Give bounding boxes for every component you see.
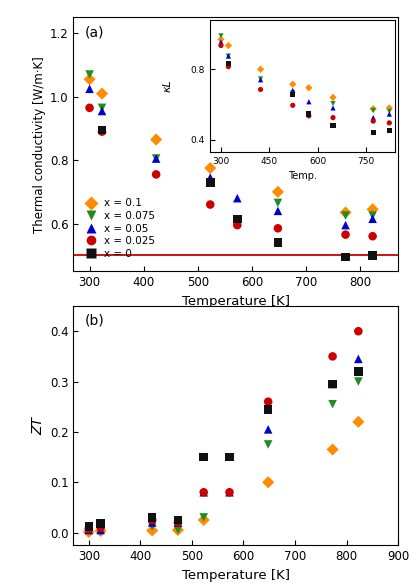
Point: [274, 198, 281, 208]
Point: [342, 211, 349, 220]
Point: [355, 326, 362, 336]
Point: [226, 487, 233, 497]
Point: [329, 380, 336, 389]
Point: [265, 397, 272, 406]
Point: [265, 405, 272, 414]
Point: [234, 220, 241, 230]
Point: [98, 127, 105, 136]
Legend: x = 0.1, x = 0.075, x = 0.05, x = 0.025, x = 0: x = 0.1, x = 0.075, x = 0.05, x = 0.025,…: [78, 196, 157, 261]
Text: (a): (a): [85, 25, 104, 39]
Point: [153, 135, 160, 144]
Point: [207, 178, 214, 187]
Point: [355, 417, 362, 427]
Point: [149, 522, 155, 531]
Y-axis label: Thermal conductivity [W/m·K]: Thermal conductivity [W/m·K]: [33, 56, 46, 233]
Point: [86, 75, 93, 84]
Point: [329, 399, 336, 409]
Point: [85, 524, 92, 533]
Point: [274, 206, 281, 216]
Point: [329, 380, 336, 389]
Point: [342, 252, 349, 262]
Point: [342, 208, 349, 217]
Point: [355, 377, 362, 386]
Point: [86, 70, 93, 79]
Point: [85, 522, 92, 531]
Point: [207, 173, 214, 182]
Point: [98, 103, 105, 113]
Point: [86, 103, 93, 113]
Point: [97, 519, 104, 528]
Point: [329, 352, 336, 361]
Point: [97, 526, 104, 536]
Point: [149, 513, 155, 522]
Point: [355, 354, 362, 364]
Point: [149, 526, 155, 535]
X-axis label: Temperature [K]: Temperature [K]: [182, 568, 290, 581]
Point: [85, 526, 92, 536]
Point: [274, 238, 281, 247]
Point: [369, 214, 376, 223]
Point: [149, 515, 155, 525]
Point: [175, 515, 181, 525]
Point: [274, 187, 281, 196]
Point: [369, 211, 376, 220]
Point: [342, 230, 349, 239]
Point: [153, 154, 160, 163]
Y-axis label: ZT: ZT: [32, 417, 46, 434]
Point: [175, 525, 181, 535]
Point: [200, 452, 207, 462]
Point: [329, 445, 336, 454]
Point: [369, 251, 376, 260]
Point: [200, 513, 207, 522]
Point: [207, 163, 214, 173]
Point: [175, 525, 181, 535]
Point: [207, 200, 214, 209]
Point: [153, 154, 160, 163]
Point: [149, 518, 155, 527]
Point: [85, 525, 92, 535]
Point: [97, 523, 104, 532]
Point: [342, 220, 349, 230]
Point: [175, 518, 181, 527]
Point: [153, 170, 160, 179]
X-axis label: Temperature [K]: Temperature [K]: [182, 294, 290, 307]
Point: [234, 194, 241, 203]
Point: [265, 424, 272, 434]
Point: [200, 487, 207, 497]
Point: [207, 178, 214, 187]
Point: [265, 477, 272, 487]
Point: [175, 518, 181, 527]
Point: [274, 224, 281, 233]
Point: [86, 84, 93, 93]
Point: [369, 231, 376, 241]
Point: [98, 89, 105, 98]
Point: [369, 205, 376, 214]
Point: [97, 525, 104, 535]
Point: [98, 125, 105, 135]
Point: [355, 367, 362, 376]
Point: [97, 526, 104, 536]
Text: (b): (b): [85, 313, 104, 327]
Point: [265, 440, 272, 449]
Point: [226, 452, 233, 462]
Point: [234, 214, 241, 223]
Point: [98, 106, 105, 115]
Point: [200, 487, 207, 497]
Point: [85, 528, 92, 537]
Point: [200, 515, 207, 525]
Point: [226, 487, 233, 497]
